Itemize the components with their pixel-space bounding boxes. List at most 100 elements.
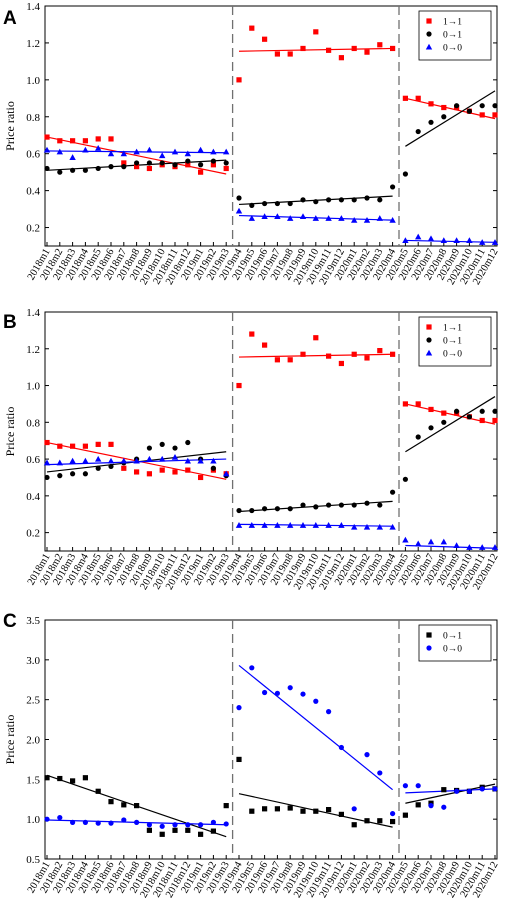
data-point [479, 408, 485, 414]
data-point [146, 827, 152, 833]
data-point [248, 522, 255, 528]
y-tick-label: 0.8 [26, 417, 40, 429]
data-point [134, 803, 140, 809]
legend-marker [426, 632, 432, 638]
data-point [95, 788, 101, 794]
data-point [57, 814, 63, 821]
data-point [479, 239, 486, 245]
data-point [402, 783, 408, 789]
data-point [364, 818, 370, 824]
legend-marker [426, 31, 432, 37]
data-point [120, 457, 127, 464]
data-point [185, 162, 191, 168]
data-point [376, 523, 383, 530]
data-point [82, 146, 89, 153]
data-point [402, 237, 409, 244]
data-point [402, 171, 408, 177]
data-point [390, 489, 396, 495]
data-point [262, 806, 268, 812]
data-point [479, 544, 486, 550]
data-point [57, 169, 63, 175]
data-point [441, 104, 447, 111]
data-point [146, 455, 153, 462]
data-point [262, 36, 268, 42]
data-point [326, 353, 332, 359]
data-point [185, 158, 191, 164]
data-point [390, 45, 396, 52]
data-point [389, 523, 396, 530]
data-point [441, 419, 447, 425]
data-point [210, 158, 216, 164]
data-point [415, 233, 422, 240]
fit-line [238, 353, 393, 358]
data-point [300, 351, 306, 357]
data-point [453, 542, 460, 549]
data-point [351, 806, 357, 812]
data-point [235, 522, 243, 528]
data-point [390, 818, 396, 825]
data-point [107, 457, 115, 464]
legend-label: 0→0 [443, 350, 462, 360]
data-point [479, 112, 485, 118]
data-point [377, 818, 383, 824]
data-point [146, 471, 152, 477]
data-point [313, 808, 319, 814]
data-point [70, 471, 76, 477]
data-point [364, 752, 370, 758]
data-point [198, 162, 204, 168]
data-point [351, 523, 358, 530]
data-point [287, 685, 293, 691]
data-point [312, 215, 319, 221]
data-point [454, 408, 460, 414]
data-point [351, 216, 358, 223]
data-point [428, 803, 434, 809]
fit-line [405, 90, 496, 147]
data-point [300, 691, 306, 697]
data-point [390, 184, 396, 190]
data-point [121, 817, 127, 823]
data-point [300, 197, 306, 203]
fit-line [405, 239, 496, 243]
data-point [377, 770, 383, 776]
data-point [82, 138, 88, 144]
data-point [389, 216, 396, 223]
plot-frame [44, 5, 498, 247]
data-point [338, 360, 344, 367]
data-point [146, 165, 152, 172]
data-point [326, 47, 332, 53]
fit-line [238, 47, 393, 52]
data-point [249, 331, 255, 337]
data-point [108, 164, 114, 170]
data-point [95, 455, 102, 462]
data-point [377, 197, 383, 203]
y-tick-label: 1.4 [26, 307, 40, 319]
data-point [236, 195, 242, 201]
data-point [262, 200, 268, 207]
data-point [274, 522, 281, 528]
y-tick-label: 0.5 [26, 854, 40, 866]
data-point [351, 45, 357, 52]
data-point [134, 164, 140, 170]
data-point [133, 457, 140, 464]
data-point [210, 162, 216, 168]
data-point [338, 522, 345, 528]
data-point [492, 408, 498, 414]
y-tick-label: 1.5 [26, 774, 40, 786]
legend-marker [425, 43, 433, 50]
data-point [300, 502, 306, 508]
legend-marker [425, 349, 433, 356]
data-point [172, 162, 178, 168]
y-tick-label: 0.4 [26, 491, 40, 503]
data-point [210, 465, 216, 471]
data-point [299, 213, 307, 220]
data-point [134, 469, 140, 475]
data-point [82, 167, 88, 173]
data-point [377, 348, 383, 354]
data-point [364, 49, 370, 55]
legend-label: 1→1 [443, 324, 462, 334]
data-point [121, 802, 127, 808]
data-point [69, 457, 76, 464]
data-point [402, 476, 408, 482]
